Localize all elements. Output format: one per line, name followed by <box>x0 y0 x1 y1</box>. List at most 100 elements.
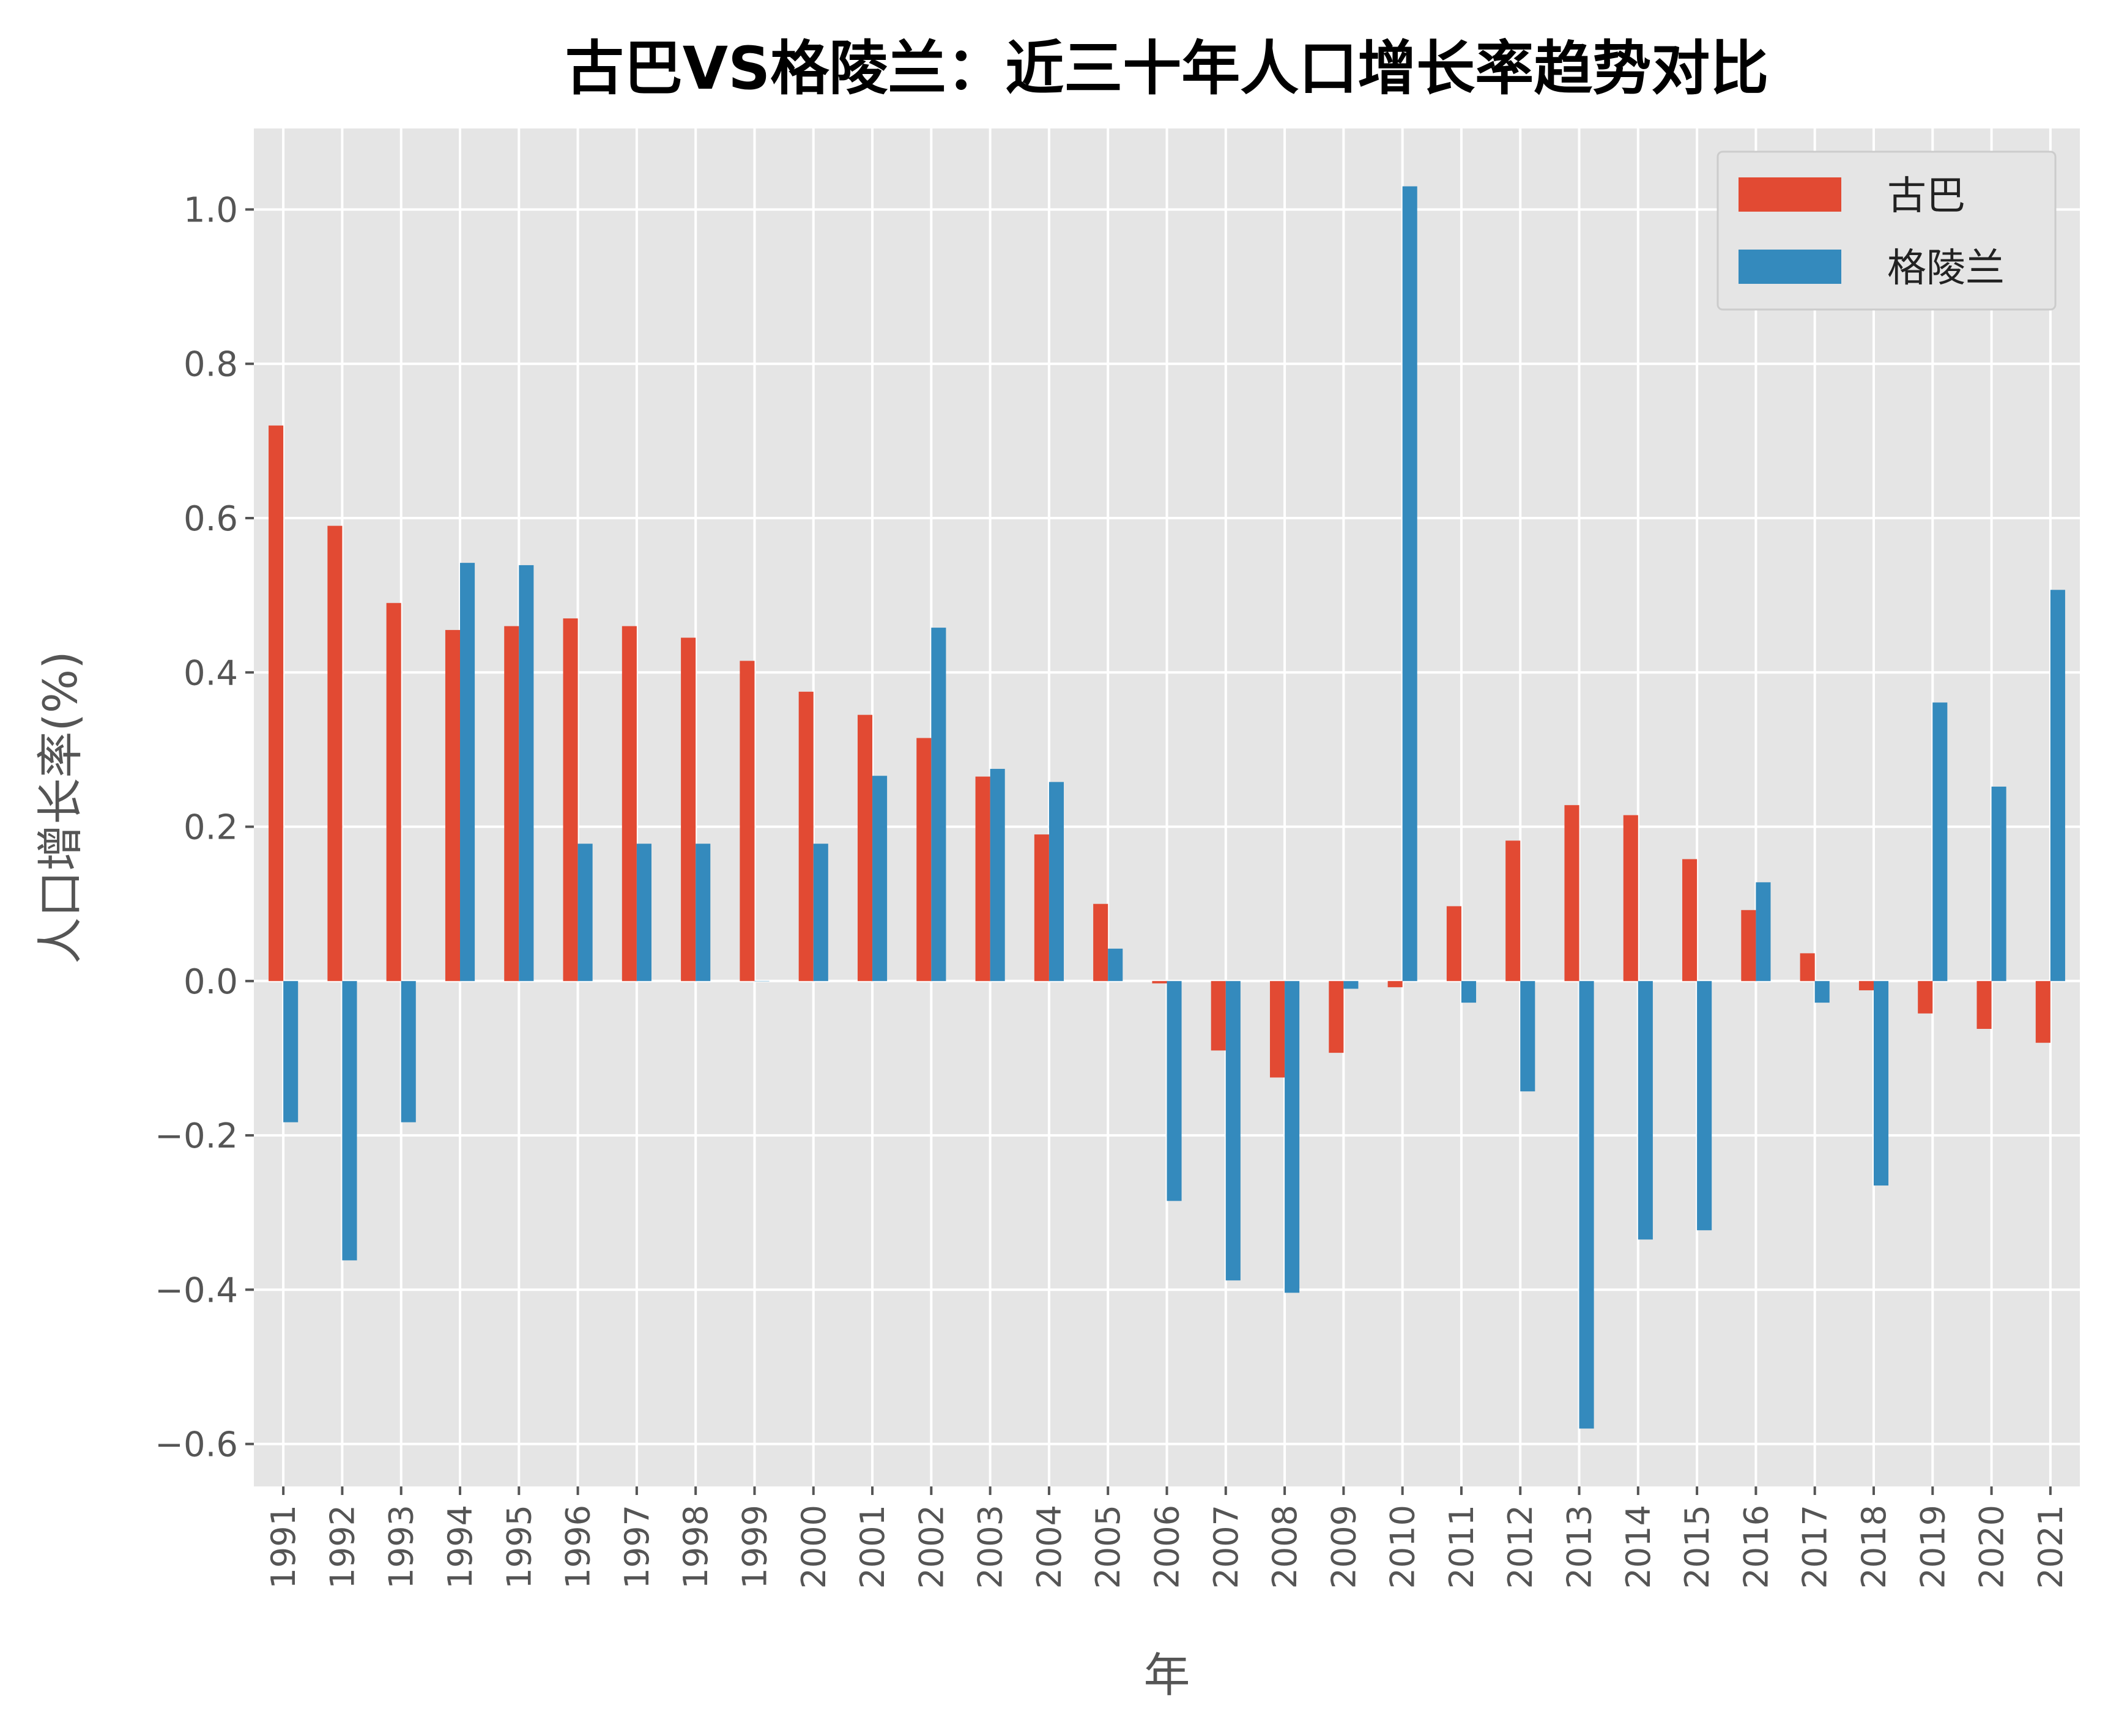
y-tick-label: 0.6 <box>184 499 238 539</box>
legend-swatch-cuba <box>1739 177 1841 212</box>
bar-greenland-2008 <box>1285 981 1300 1293</box>
bar-cuba-2015 <box>1682 859 1698 981</box>
bar-greenland-2006 <box>1167 981 1182 1201</box>
x-tick-label: 1997 <box>618 1505 656 1589</box>
x-tick-label: 1995 <box>500 1505 538 1589</box>
bar-cuba-2009 <box>1329 981 1344 1053</box>
bar-greenland-2013 <box>1579 981 1594 1429</box>
x-tick-label: 1991 <box>264 1505 303 1589</box>
y-tick-label: 0.8 <box>184 345 238 385</box>
bar-greenland-2020 <box>1991 786 2006 981</box>
y-tick-label: 1.0 <box>184 190 238 230</box>
y-tick-label: 0.0 <box>184 962 238 1002</box>
x-tick-label: 2016 <box>1737 1505 1775 1589</box>
x-tick-label: 1998 <box>677 1505 715 1589</box>
bar-greenland-2003 <box>990 768 1005 981</box>
x-tick-label: 1993 <box>382 1505 421 1589</box>
bar-cuba-2006 <box>1152 981 1167 984</box>
bar-greenland-2014 <box>1638 981 1653 1240</box>
bar-greenland-2004 <box>1048 782 1064 981</box>
bar-greenland-1995 <box>519 565 534 981</box>
x-tick-label: 2000 <box>795 1505 833 1589</box>
bar-cuba-2012 <box>1505 840 1521 981</box>
bar-greenland-2011 <box>1461 981 1477 1003</box>
x-tick-label: 2020 <box>1973 1505 2011 1589</box>
bar-cuba-2010 <box>1387 981 1403 987</box>
x-tick-label: 2004 <box>1030 1505 1069 1589</box>
axes: −0.6 −0.4 −0.2 0.0 0.2 0.4 0.6 0.8 1.0 1991 1992 19… <box>155 190 2070 1589</box>
legend: 古巴 格陵兰 <box>1716 150 2057 311</box>
x-tick-label: 2017 <box>1796 1505 1835 1589</box>
bar-cuba-1999 <box>740 661 755 981</box>
y-tick-label: 0.2 <box>184 808 238 848</box>
bar-cuba-1991 <box>269 425 284 981</box>
y-tick-label: 0.4 <box>184 653 238 693</box>
legend-label-greenland: 格陵兰 <box>1887 246 2005 291</box>
x-tick-label: 2014 <box>1619 1505 1658 1589</box>
x-tick-label: 2019 <box>1913 1505 1952 1589</box>
x-tick-label: 1996 <box>559 1505 598 1589</box>
x-tick-label: 1992 <box>323 1505 362 1589</box>
bar-greenland-2016 <box>1756 882 1771 981</box>
x-axis-label: 年 <box>1144 1648 1190 1702</box>
x-tick-label: 2015 <box>1678 1505 1716 1589</box>
bar-greenland-1998 <box>696 844 711 981</box>
bar-cuba-2017 <box>1800 953 1815 981</box>
bar-greenland-1993 <box>401 981 416 1122</box>
bar-greenland-2021 <box>2050 590 2065 981</box>
bar-greenland-1991 <box>283 981 299 1122</box>
x-tick-label: 2012 <box>1501 1505 1540 1589</box>
x-tick-label: 2013 <box>1561 1505 1599 1589</box>
bar-cuba-2018 <box>1858 981 1874 990</box>
legend-box <box>1716 150 2057 311</box>
x-tick-label: 2002 <box>912 1505 951 1589</box>
bar-cuba-2020 <box>1976 981 1992 1029</box>
legend-label-cuba: 古巴 <box>1887 174 1965 219</box>
bars <box>269 186 2065 1429</box>
x-tick-label: 2018 <box>1855 1505 1893 1589</box>
bar-greenland-2005 <box>1108 948 1123 981</box>
bar-greenland-2017 <box>1814 981 1830 1003</box>
bar-greenland-1992 <box>342 981 357 1261</box>
x-tick-label: 2005 <box>1089 1505 1127 1589</box>
bar-greenland-1996 <box>577 844 593 981</box>
chart-title: 古巴VS格陵兰：近三十年人口增长率趋势对比 <box>565 34 1768 103</box>
bar-cuba-1995 <box>504 626 519 981</box>
bar-greenland-2007 <box>1225 981 1241 1281</box>
bar-cuba-2014 <box>1623 815 1638 981</box>
bar-cuba-1998 <box>681 637 696 981</box>
bar-cuba-2003 <box>975 776 990 981</box>
legend-swatch-greenland <box>1739 250 1841 284</box>
bar-cuba-2007 <box>1211 981 1226 1051</box>
x-tick-label: 2011 <box>1442 1505 1481 1589</box>
bar-greenland-2001 <box>872 776 888 981</box>
x-tick-label: 2010 <box>1384 1505 1422 1589</box>
x-tick-label: 2006 <box>1148 1505 1187 1589</box>
bar-greenland-2000 <box>813 844 828 981</box>
x-tick-label: 2009 <box>1324 1505 1363 1589</box>
bar-cuba-2016 <box>1741 910 1756 981</box>
bar-cuba-2001 <box>857 714 873 981</box>
bar-greenland-1997 <box>636 844 651 981</box>
bar-greenland-1994 <box>460 563 475 981</box>
bar-greenland-2018 <box>1873 981 1889 1186</box>
y-tick-label: −0.2 <box>155 1116 238 1156</box>
x-tick-label: 2021 <box>2032 1505 2070 1589</box>
bar-cuba-2019 <box>1918 981 1933 1014</box>
bar-cuba-2013 <box>1564 805 1579 981</box>
bar-cuba-2008 <box>1270 981 1285 1078</box>
x-tick-label: 1994 <box>441 1505 480 1589</box>
bar-cuba-1997 <box>622 626 637 981</box>
bar-cuba-1992 <box>327 525 343 981</box>
bar-cuba-1993 <box>386 603 401 981</box>
y-axis-label: 人口增长率(%) <box>33 651 87 964</box>
bar-cuba-2000 <box>798 691 814 981</box>
bar-cuba-2002 <box>916 738 932 981</box>
bar-cuba-2021 <box>2035 981 2050 1043</box>
x-tick-label: 1999 <box>735 1505 774 1589</box>
bar-cuba-2004 <box>1034 834 1049 981</box>
bar-cuba-1994 <box>445 629 461 981</box>
bar-cuba-2011 <box>1446 906 1461 981</box>
bar-greenland-2019 <box>1932 702 1948 981</box>
